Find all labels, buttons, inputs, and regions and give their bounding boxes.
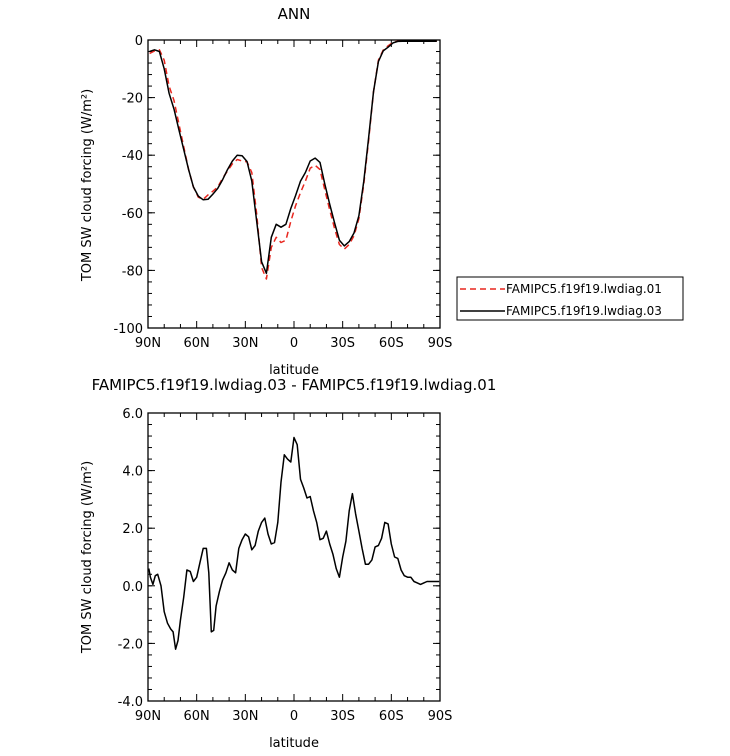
top-x-tick-label: 60N — [184, 336, 210, 351]
bottom-plot-area: 90N 60N 30N 0 30S 60S 90S 6.0 4.0 2.0 0.0 -2.0 -4.0 — [118, 407, 453, 724]
bottom-y-tick-label: 4.0 — [122, 465, 143, 480]
bottom-panel: FAMIPC5.f19f19.lwdiag.03 - FAMIPC5.f19f1… — [80, 376, 496, 751]
top-x-tick-label: 0 — [290, 336, 298, 351]
top-x-tick-label: 30N — [232, 336, 258, 351]
top-y-axis-label: TOM SW cloud forcing (W/m²) — [80, 89, 95, 282]
bottom-y-tick-label: -4.0 — [118, 695, 143, 710]
top-y-tick-label: -80 — [122, 264, 143, 279]
bottom-title: FAMIPC5.f19f19.lwdiag.03 - FAMIPC5.f19f1… — [92, 376, 497, 394]
legend-box — [456, 276, 684, 321]
bottom-x-tick-label: 90S — [428, 709, 453, 724]
top-plot-frame — [147, 39, 441, 329]
bottom-x-tick-label: 30N — [232, 709, 258, 724]
top-y-tick-label: -100 — [113, 322, 143, 337]
top-x-tick-label: 90S — [428, 336, 453, 351]
top-x-tick-label: 90N — [135, 336, 161, 351]
legend-label-series-2: FAMIPC5.f19f19.lwdiag.03 — [506, 304, 662, 318]
top-series-line-1 — [149, 40, 437, 280]
top-y-axis-label-group: TOM SW cloud forcing (W/m²) — [80, 89, 95, 282]
legend-label-series-1: FAMIPC5.f19f19.lwdiag.01 — [506, 282, 662, 296]
bottom-y-tick-label: 6.0 — [122, 407, 143, 422]
bottom-series-line-1 — [148, 436, 440, 650]
top-y-tick-label: -20 — [122, 92, 143, 107]
bottom-y-axis-label: TOM SW cloud forcing (W/m²) — [80, 461, 95, 654]
top-y-tick-label: -40 — [122, 149, 143, 164]
bottom-x-tick-label: 0 — [290, 709, 298, 724]
top-y-tick-label: 0 — [135, 34, 143, 49]
bottom-y-tick-label: 0.0 — [122, 580, 143, 595]
bottom-x-tick-label: 60N — [184, 709, 210, 724]
top-x-tick-label: 60S — [379, 336, 404, 351]
top-panel: ANN TOM SW cloud forcing (W/m²) latitude… — [80, 5, 684, 378]
bottom-x-tick-label: 30S — [330, 709, 355, 724]
bottom-y-tick-label: 2.0 — [122, 522, 143, 537]
top-series-line-2 — [149, 40, 437, 275]
bottom-y-axis-label-group: TOM SW cloud forcing (W/m²) — [80, 461, 95, 654]
bottom-y-tick-label: -2.0 — [118, 637, 143, 652]
top-legend: FAMIPC5.f19f19.lwdiag.01 FAMIPC5.f19f19.… — [456, 276, 684, 321]
bottom-x-tick-label: 60S — [379, 709, 404, 724]
top-x-axis-label: latitude — [269, 363, 319, 378]
bottom-x-axis-label: latitude — [269, 736, 319, 751]
bottom-x-tick-label: 90N — [135, 709, 161, 724]
top-title: ANN — [278, 5, 311, 23]
top-y-tick-label: -60 — [122, 207, 143, 222]
top-x-tick-label: 30S — [330, 336, 355, 351]
top-plot-area: 90N 60N 30N 0 30S 60S 90S 0 -20 -40 -60 -80 -100 — [113, 34, 452, 351]
